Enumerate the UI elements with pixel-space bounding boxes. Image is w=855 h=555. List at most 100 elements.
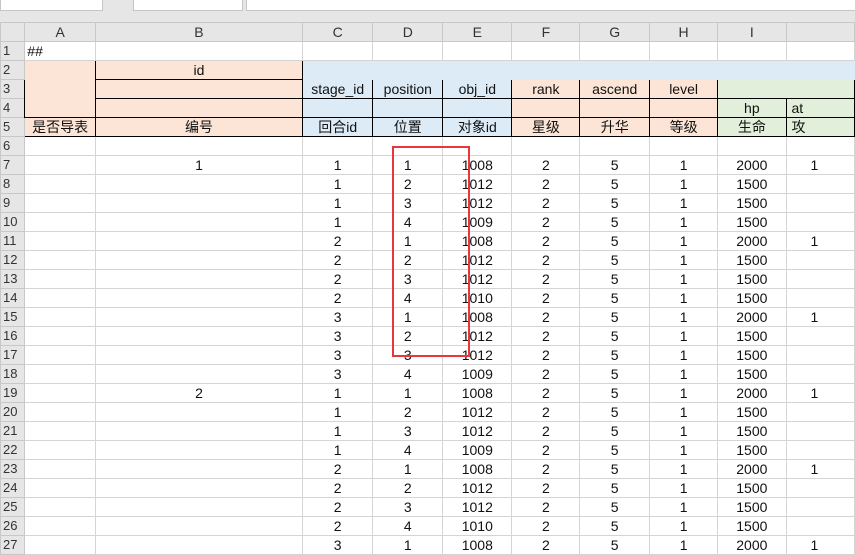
- cell-j[interactable]: 1: [785, 307, 855, 327]
- row-header[interactable]: 24: [0, 478, 26, 498]
- cell-i[interactable]: 1500: [717, 174, 787, 194]
- header-round-id[interactable]: 回合id: [301, 117, 374, 137]
- cell-c[interactable]: 1: [301, 402, 374, 422]
- cell-a[interactable]: [24, 174, 96, 194]
- column-header-c[interactable]: C: [301, 22, 374, 42]
- cell-b[interactable]: [94, 402, 304, 422]
- cell-i[interactable]: 2000: [717, 459, 787, 479]
- row-header[interactable]: 7: [0, 155, 26, 175]
- row-header[interactable]: 3: [0, 79, 26, 99]
- row-header[interactable]: 20: [0, 402, 26, 422]
- cell-h[interactable]: 1: [649, 307, 719, 327]
- cell-i[interactable]: 2000: [717, 155, 787, 175]
- cell-a[interactable]: [24, 364, 96, 384]
- cell-g[interactable]: 5: [579, 326, 651, 346]
- cell-f[interactable]: 2: [511, 459, 581, 479]
- header-rank[interactable]: rank: [511, 79, 581, 99]
- header-position-cn[interactable]: 位置: [372, 117, 444, 137]
- cell-g[interactable]: 5: [579, 174, 651, 194]
- header-attack[interactable]: 攻: [785, 117, 855, 137]
- cell-i[interactable]: 1500: [717, 440, 787, 460]
- cell-f[interactable]: 2: [511, 383, 581, 403]
- cell-b[interactable]: [94, 288, 304, 308]
- header-stage-id[interactable]: stage_id: [301, 79, 374, 99]
- cell-i[interactable]: 1500: [717, 345, 787, 365]
- cell-c[interactable]: 2: [301, 231, 374, 251]
- row-header[interactable]: 10: [0, 212, 26, 232]
- cell-i[interactable]: 1500: [717, 288, 787, 308]
- cell-b[interactable]: [94, 364, 304, 384]
- cell-h[interactable]: 1: [649, 535, 719, 555]
- cell-j[interactable]: 1: [785, 535, 855, 555]
- cell-f[interactable]: 2: [511, 269, 581, 289]
- cell-g[interactable]: 5: [579, 250, 651, 270]
- cell-g[interactable]: 5: [579, 383, 651, 403]
- row-header[interactable]: 8: [0, 174, 26, 194]
- cell-a2-merged[interactable]: [24, 60, 96, 118]
- row-header[interactable]: 6: [0, 136, 26, 156]
- cell-e[interactable]: 1009: [442, 364, 513, 384]
- cell[interactable]: [94, 41, 304, 61]
- cell-i[interactable]: 1500: [717, 516, 787, 536]
- cell-g[interactable]: 5: [579, 421, 651, 441]
- cell[interactable]: [372, 98, 444, 118]
- header-object-id[interactable]: 对象id: [442, 117, 513, 137]
- cell-f[interactable]: 2: [511, 174, 581, 194]
- cell-d[interactable]: 4: [372, 364, 444, 384]
- header-level[interactable]: level: [649, 79, 719, 99]
- cell-a[interactable]: [24, 402, 96, 422]
- cell-g[interactable]: 5: [579, 535, 651, 555]
- cell-e[interactable]: 1012: [442, 478, 513, 498]
- cell-a[interactable]: [24, 193, 96, 213]
- cell-i[interactable]: 1500: [717, 478, 787, 498]
- cell-b[interactable]: [94, 421, 304, 441]
- cell-g[interactable]: 5: [579, 345, 651, 365]
- cell-f[interactable]: 2: [511, 478, 581, 498]
- cell-a[interactable]: [24, 345, 96, 365]
- cell-d[interactable]: 2: [372, 478, 444, 498]
- cell[interactable]: [717, 136, 787, 156]
- cell-h[interactable]: 1: [649, 155, 719, 175]
- cell-g[interactable]: 5: [579, 193, 651, 213]
- cell-f[interactable]: 2: [511, 345, 581, 365]
- header-obj-id[interactable]: obj_id: [442, 79, 513, 99]
- cell-a[interactable]: [24, 326, 96, 346]
- column-header-e[interactable]: E: [442, 22, 513, 42]
- cell-i[interactable]: 1500: [717, 497, 787, 517]
- cell-g[interactable]: 5: [579, 516, 651, 536]
- cell-b[interactable]: [94, 478, 304, 498]
- cell-c[interactable]: 1: [301, 440, 374, 460]
- cell-c[interactable]: 3: [301, 326, 374, 346]
- cell-d[interactable]: 4: [372, 440, 444, 460]
- cell[interactable]: [301, 136, 374, 156]
- cell-f[interactable]: 2: [511, 497, 581, 517]
- cell[interactable]: [301, 98, 374, 118]
- cell-e[interactable]: 1008: [442, 231, 513, 251]
- row-header[interactable]: 26: [0, 516, 26, 536]
- cell-j[interactable]: [785, 250, 855, 270]
- cell-c[interactable]: 3: [301, 307, 374, 327]
- cell[interactable]: [579, 41, 651, 61]
- cell-h[interactable]: 1: [649, 497, 719, 517]
- cell[interactable]: [717, 41, 787, 61]
- cell-j[interactable]: [785, 421, 855, 441]
- row-header[interactable]: 23: [0, 459, 26, 479]
- header-export-flag[interactable]: 是否导表: [24, 117, 96, 137]
- cell-i[interactable]: 1500: [717, 402, 787, 422]
- cell-i[interactable]: 1500: [717, 212, 787, 232]
- row-header[interactable]: 15: [0, 307, 26, 327]
- cell-j[interactable]: [785, 326, 855, 346]
- cell-j[interactable]: [785, 345, 855, 365]
- cell-j[interactable]: [785, 364, 855, 384]
- cell-b[interactable]: [94, 307, 304, 327]
- cell-d[interactable]: 4: [372, 516, 444, 536]
- header-position[interactable]: position: [372, 79, 444, 99]
- cell-f[interactable]: 2: [511, 535, 581, 555]
- cell-h[interactable]: 1: [649, 288, 719, 308]
- cell-h[interactable]: 1: [649, 383, 719, 403]
- cell[interactable]: [442, 98, 513, 118]
- column-header-b[interactable]: B: [94, 22, 304, 42]
- header-atk[interactable]: at: [785, 98, 855, 118]
- cell-c[interactable]: 2: [301, 269, 374, 289]
- cell-g[interactable]: 5: [579, 497, 651, 517]
